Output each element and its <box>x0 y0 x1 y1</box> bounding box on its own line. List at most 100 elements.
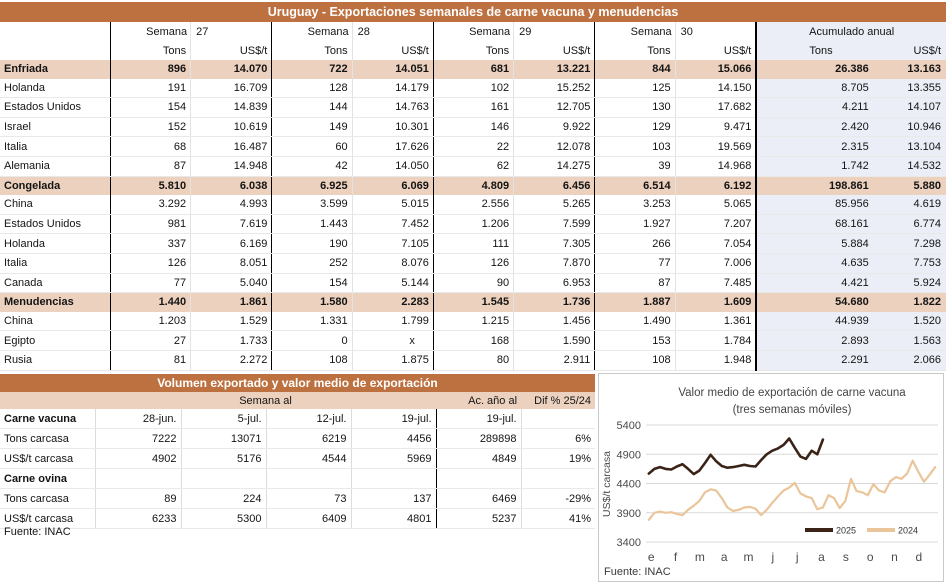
value-cell: 103 <box>594 136 676 157</box>
tons-unit-header: Tons <box>432 41 514 60</box>
value-cell: 168 <box>432 330 514 351</box>
y-tick-label: 5400 <box>617 420 641 432</box>
value-cell: 5.265 <box>513 195 595 215</box>
value-cell: 4544 <box>265 448 351 469</box>
measure-row: US$/t carcasa 4902 5176 4544 5969 4849 19% <box>0 448 596 469</box>
accum-header-label: Acumulado anual <box>755 22 946 41</box>
country-label: Canada <box>0 273 111 294</box>
value-cell: 1.215 <box>432 311 514 332</box>
value-cell: 8.076 <box>351 253 434 274</box>
value-cell: 844 <box>594 60 676 79</box>
week-header-label: Semana <box>432 22 514 41</box>
country-row: Alemania 87 14.948 42 14.050 62 14.275 39 14.968… <box>0 156 946 177</box>
value-cell: 1.927 <box>594 214 676 235</box>
value-cell: 1.529 <box>190 311 272 332</box>
value-cell: 161 <box>432 97 514 118</box>
week-number: 28 <box>351 22 434 41</box>
value-cell: 7.485 <box>674 273 757 294</box>
value-cell: 15.252 <box>513 78 595 99</box>
value-cell: 144 <box>271 97 353 118</box>
value-cell <box>180 468 266 489</box>
value-cell: 13.355 <box>884 78 946 99</box>
value-cell: 6.069 <box>351 176 434 196</box>
value-cell: 87 <box>594 273 676 294</box>
value-cell <box>265 468 351 489</box>
value-cell: 62 <box>432 156 514 177</box>
country-label: Rusia <box>0 350 111 371</box>
value-cell: 6% <box>520 428 596 449</box>
legend-label-2024: 2024 <box>898 526 918 536</box>
value-cell: 44.939 <box>755 311 885 332</box>
week-group-header: Semana al <box>95 392 437 409</box>
corner-cell <box>0 41 110 60</box>
value-cell: 7.298 <box>884 233 946 254</box>
y-tick-label: 4900 <box>617 449 641 461</box>
row-label: US$/t carcasa <box>0 448 95 469</box>
meat-type-row: Carne ovina <box>0 468 596 489</box>
value-cell: 2.556 <box>432 195 514 215</box>
measure-row: US$/t carcasa 6233 5300 6409 4801 5237 41% <box>0 508 596 529</box>
value-cell: 13.104 <box>884 136 946 157</box>
value-cell: 12.705 <box>513 97 595 118</box>
value-cell: 14.051 <box>351 60 434 79</box>
weekly-exports-table: Semana 27 Semana 28 Semana 29 Semana 30 Acumulad… <box>0 22 946 371</box>
tons-unit-header: Tons <box>271 41 353 60</box>
value-cell: 102 <box>432 78 514 99</box>
value-cell: 1.609 <box>674 292 757 312</box>
tons-unit-header: Tons <box>594 41 676 60</box>
value-cell: 7.105 <box>351 233 434 254</box>
x-month-label: m <box>695 550 705 564</box>
value-cell: 2.893 <box>755 330 885 351</box>
value-cell: 4.421 <box>755 273 885 294</box>
value-cell: 4849 <box>435 448 522 469</box>
value-cell: 6469 <box>435 488 522 509</box>
value-cell: 1.822 <box>884 292 946 312</box>
week-header-label: Semana <box>109 22 191 41</box>
value-cell: 981 <box>109 214 191 235</box>
value-cell: 2.272 <box>190 350 272 371</box>
line-chart-svg: Valor medio de exportación de carne vacu… <box>601 387 938 578</box>
value-cell: 7.054 <box>674 233 757 254</box>
value-cell: 6.953 <box>513 273 595 294</box>
value-cell: 5.144 <box>351 273 434 294</box>
value-cell: 14.532 <box>884 156 946 177</box>
value-cell: 681 <box>432 60 514 79</box>
value-cell: 19% <box>520 448 596 469</box>
value-cell: 149 <box>271 117 353 138</box>
value-cell: 90 <box>432 273 514 294</box>
value-cell: 191 <box>109 78 191 99</box>
value-cell: 4801 <box>350 508 437 529</box>
value-cell: 77 <box>109 273 191 294</box>
value-cell: 6.774 <box>884 214 946 235</box>
country-row: Estados Unidos 981 7.619 1.443 7.452 1.206 7.5… <box>0 214 946 235</box>
value-cell: 1.948 <box>674 350 757 371</box>
value-cell: 130 <box>594 97 676 118</box>
row-label: Carne vacuna <box>0 409 95 429</box>
value-cell: 54.680 <box>755 292 885 312</box>
row-label: Tons carcasa <box>0 488 95 509</box>
diff-header: Dif % 25/24 <box>521 392 596 409</box>
value-cell: 14.150 <box>674 78 757 99</box>
value-cell: 1.733 <box>190 330 272 351</box>
value-cell: 7.619 <box>190 214 272 235</box>
value-cell: 4.619 <box>884 195 946 215</box>
value-cell: 13.163 <box>884 60 946 79</box>
chart-line-2025 <box>647 437 825 476</box>
value-cell: 5.810 <box>109 176 191 196</box>
value-cell: 77 <box>594 253 676 274</box>
country-row: Egipto 27 1.733 0 x 168 1.590 153 1.784 2.893 1.56… <box>0 330 946 351</box>
value-cell: 6233 <box>94 508 181 529</box>
country-row: Canada 77 5.040 154 5.144 90 6.953 87 7.485 4.421… <box>0 273 946 294</box>
country-label: Italia <box>0 136 111 157</box>
value-cell: 3.292 <box>109 195 191 215</box>
value-cell: 154 <box>271 273 353 294</box>
week-header-label: Semana <box>271 22 353 41</box>
value-cell: 2.291 <box>755 350 885 371</box>
value-cell: 73 <box>265 488 351 509</box>
value-cell: 1.203 <box>109 311 191 332</box>
x-month-label: d <box>915 550 922 564</box>
value-cell: 17.682 <box>674 97 757 118</box>
value-cell: 2.420 <box>755 117 885 138</box>
country-row: Estados Unidos 154 14.839 144 14.763 161 12.70… <box>0 97 946 118</box>
value-cell: 14.275 <box>513 156 595 177</box>
